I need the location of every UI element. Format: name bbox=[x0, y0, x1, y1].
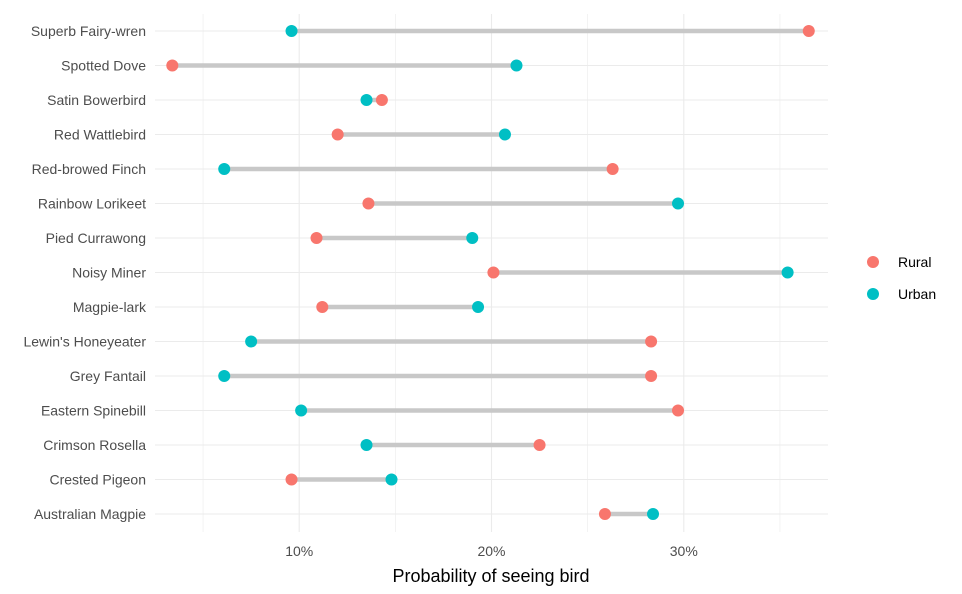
urban-point bbox=[498, 128, 511, 141]
dumbbell-segments bbox=[172, 28, 809, 517]
y-tick-label: Eastern Spinebill bbox=[41, 403, 146, 419]
x-axis-tick-labels: 10% 20% 30% bbox=[285, 543, 698, 559]
y-tick-label: Lewin's Honeyeater bbox=[23, 334, 146, 350]
x-tick-label: 30% bbox=[670, 543, 698, 559]
rural-point bbox=[285, 473, 298, 486]
urban-point bbox=[510, 59, 523, 72]
rural-point bbox=[672, 404, 685, 417]
urban-point bbox=[218, 163, 231, 175]
y-tick-label: Magpie-lark bbox=[73, 299, 147, 315]
legend-label-rural: Rural bbox=[898, 254, 931, 270]
rural-point bbox=[487, 266, 500, 279]
urban-point bbox=[360, 94, 373, 106]
y-axis-labels: Superb Fairy-wren Spotted Dove Satin Bower… bbox=[23, 23, 147, 522]
y-tick-label: Red-browed Finch bbox=[32, 161, 146, 177]
urban-point bbox=[672, 197, 685, 210]
rural-point bbox=[166, 59, 179, 72]
rural-point bbox=[606, 163, 619, 175]
urban-point bbox=[647, 508, 660, 520]
urban-point bbox=[285, 25, 298, 37]
urban-point bbox=[466, 232, 479, 244]
legend-label-urban: Urban bbox=[898, 286, 936, 302]
y-tick-label: Superb Fairy-wren bbox=[31, 23, 146, 39]
legend: Rural Urban bbox=[867, 254, 936, 302]
rural-point bbox=[645, 335, 658, 348]
rural-point bbox=[316, 301, 329, 313]
legend-key-rural bbox=[867, 256, 879, 268]
x-axis-title: Probability of seeing bird bbox=[392, 566, 589, 586]
y-tick-label: Grey Fantail bbox=[70, 368, 146, 384]
y-tick-label: Crimson Rosella bbox=[43, 437, 146, 453]
rural-point bbox=[310, 232, 323, 244]
y-tick-label: Crested Pigeon bbox=[49, 472, 146, 488]
rural-point bbox=[331, 128, 344, 141]
rural-point bbox=[533, 439, 546, 451]
rural-point bbox=[645, 370, 658, 382]
y-tick-label: Satin Bowerbird bbox=[47, 92, 146, 108]
urban-point bbox=[295, 404, 308, 417]
y-tick-label: Pied Currawong bbox=[46, 230, 146, 246]
x-tick-label: 20% bbox=[477, 543, 505, 559]
urban-point bbox=[360, 439, 373, 451]
urban-point bbox=[385, 473, 398, 486]
urban-point bbox=[245, 335, 258, 348]
legend-key-urban bbox=[867, 288, 879, 300]
y-tick-label: Red Wattlebird bbox=[54, 127, 146, 143]
rural-point bbox=[362, 197, 375, 210]
x-tick-label: 10% bbox=[285, 543, 313, 559]
rural-point bbox=[598, 508, 611, 520]
rural-point bbox=[375, 94, 388, 106]
urban-point bbox=[781, 266, 794, 279]
y-tick-label: Rainbow Lorikeet bbox=[38, 196, 146, 212]
urban-point bbox=[472, 301, 485, 313]
data-points bbox=[166, 25, 815, 520]
y-tick-label: Noisy Miner bbox=[72, 265, 146, 281]
y-tick-label: Spotted Dove bbox=[61, 58, 146, 74]
rural-point bbox=[802, 25, 815, 37]
urban-point bbox=[218, 370, 231, 382]
y-tick-label: Australian Magpie bbox=[34, 506, 146, 522]
